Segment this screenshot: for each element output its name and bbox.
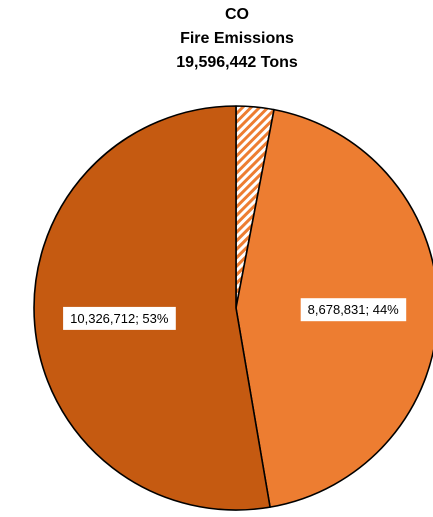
slice-label-1: 8,678,831; 44% [308,302,400,317]
title-line-total: 19,596,442 Tons [176,54,298,71]
slice-label-box-1 [300,298,407,322]
slice-label-box-2 [63,306,176,330]
title-line-category: Fire Emissions [180,30,294,47]
title-line-pollutant: CO [225,6,249,23]
chart-title: CO Fire Emissions 19,596,442 Tons [0,3,433,75]
pie-labels: 8,678,831; 44% 10,326,712; 53% [63,298,407,330]
slice-label-2: 10,326,712; 53% [70,311,169,326]
